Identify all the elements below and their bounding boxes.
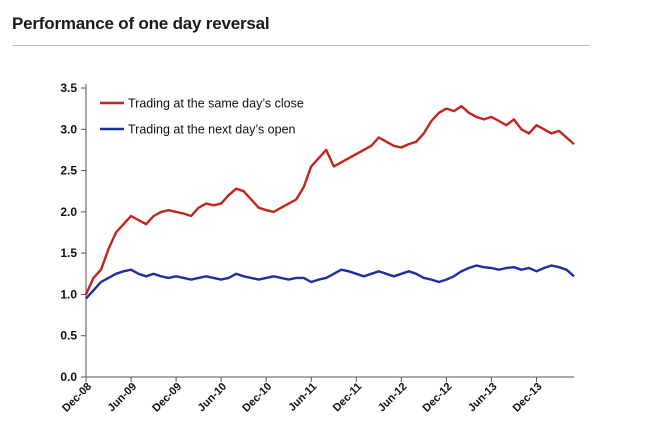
x-tick-label: Dec-12	[420, 381, 454, 415]
x-tick-label: Dec-09	[150, 381, 184, 415]
x-tick-label: Jun-11	[286, 381, 319, 414]
title-divider	[12, 45, 590, 46]
chart-axes	[85, 84, 574, 378]
x-tick-label: Jun-13	[466, 381, 500, 415]
legend-label-2: Trading at the next day’s open	[128, 123, 296, 137]
y-tick-label: 3.5	[60, 81, 77, 95]
y-tick-label: 3.0	[60, 122, 77, 136]
x-tick-label: Dec-13	[511, 381, 545, 415]
legend-label-1: Trading at the same day’s close	[128, 97, 304, 111]
chart-title: Performance of one day reversal	[12, 14, 270, 33]
legend: Trading at the same day’s close Trading a…	[100, 97, 304, 137]
series-lines	[84, 104, 575, 300]
y-tick-label: 1.5	[60, 246, 77, 260]
x-axis-ticks: Dec-08 Jun-09 Dec-09 Jun-10 Dec-10 Jun-11 Dec-…	[60, 377, 545, 415]
y-tick-label: 0.0	[60, 370, 77, 384]
x-tick-label: Dec-08	[60, 381, 94, 415]
x-tick-label: Dec-11	[331, 381, 365, 415]
series-line-1	[84, 104, 575, 295]
x-tick-label: Jun-09	[106, 381, 140, 415]
x-tick-label: Dec-10	[240, 381, 274, 415]
y-tick-label: 2.0	[60, 205, 77, 219]
y-tick-label: 0.5	[60, 329, 77, 343]
series-line-2	[85, 264, 575, 300]
y-tick-label: 1.0	[60, 287, 77, 301]
y-tick-label: 2.5	[60, 164, 77, 178]
x-tick-label: Jun-12	[376, 381, 410, 415]
y-axis-ticks: 0.0 0.5 1.0 1.5 2.0 2.5 3.0 3.5	[60, 81, 86, 384]
x-tick-label: Jun-10	[196, 381, 230, 415]
